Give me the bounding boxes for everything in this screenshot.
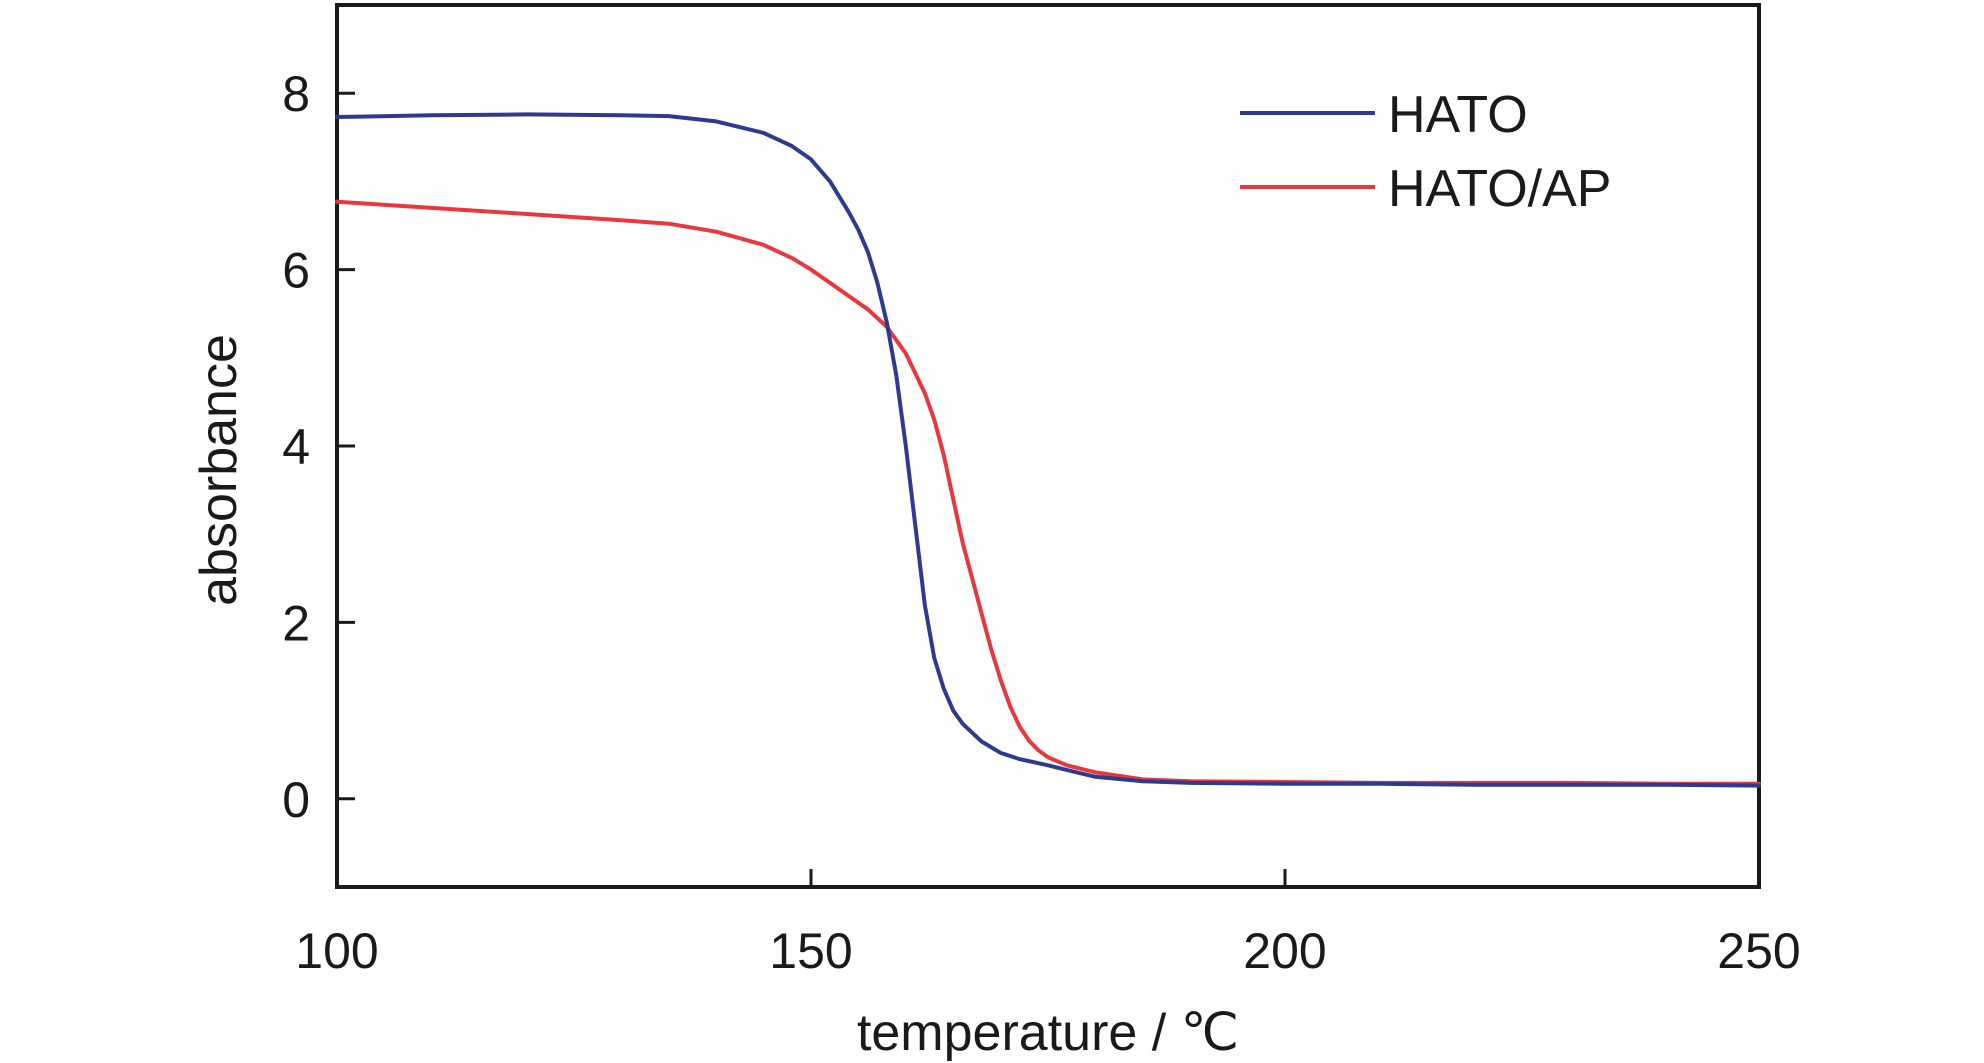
x-tick-label: 100: [295, 923, 378, 979]
x-tick-label: 200: [1243, 923, 1326, 979]
legend: HATO HATO/AP: [1240, 86, 1611, 218]
y-tick-label: 8: [282, 66, 310, 122]
y-axis-title: absorbance: [190, 334, 248, 606]
series-line-hato: [335, 112, 1761, 788]
series-line-hato-ap: [335, 199, 1761, 786]
y-tick-label: 0: [282, 772, 310, 828]
series-lines: [335, 112, 1761, 788]
legend-label: HATO/AP: [1388, 160, 1611, 218]
y-tick-label: 6: [282, 243, 310, 299]
plot-frame: [335, 3, 1761, 889]
x-axis-title: temperature / ℃: [857, 1004, 1239, 1062]
y-tick-label: 2: [282, 595, 310, 651]
legend-label: HATO: [1388, 86, 1528, 144]
x-axis-ticks: 100 150 200 250: [295, 869, 1801, 979]
y-axis-ticks: 0 2 4 6 8: [282, 66, 355, 828]
x-tick-label: 250: [1717, 923, 1800, 979]
y-tick-label: 4: [282, 419, 310, 475]
x-tick-label: 150: [769, 923, 852, 979]
